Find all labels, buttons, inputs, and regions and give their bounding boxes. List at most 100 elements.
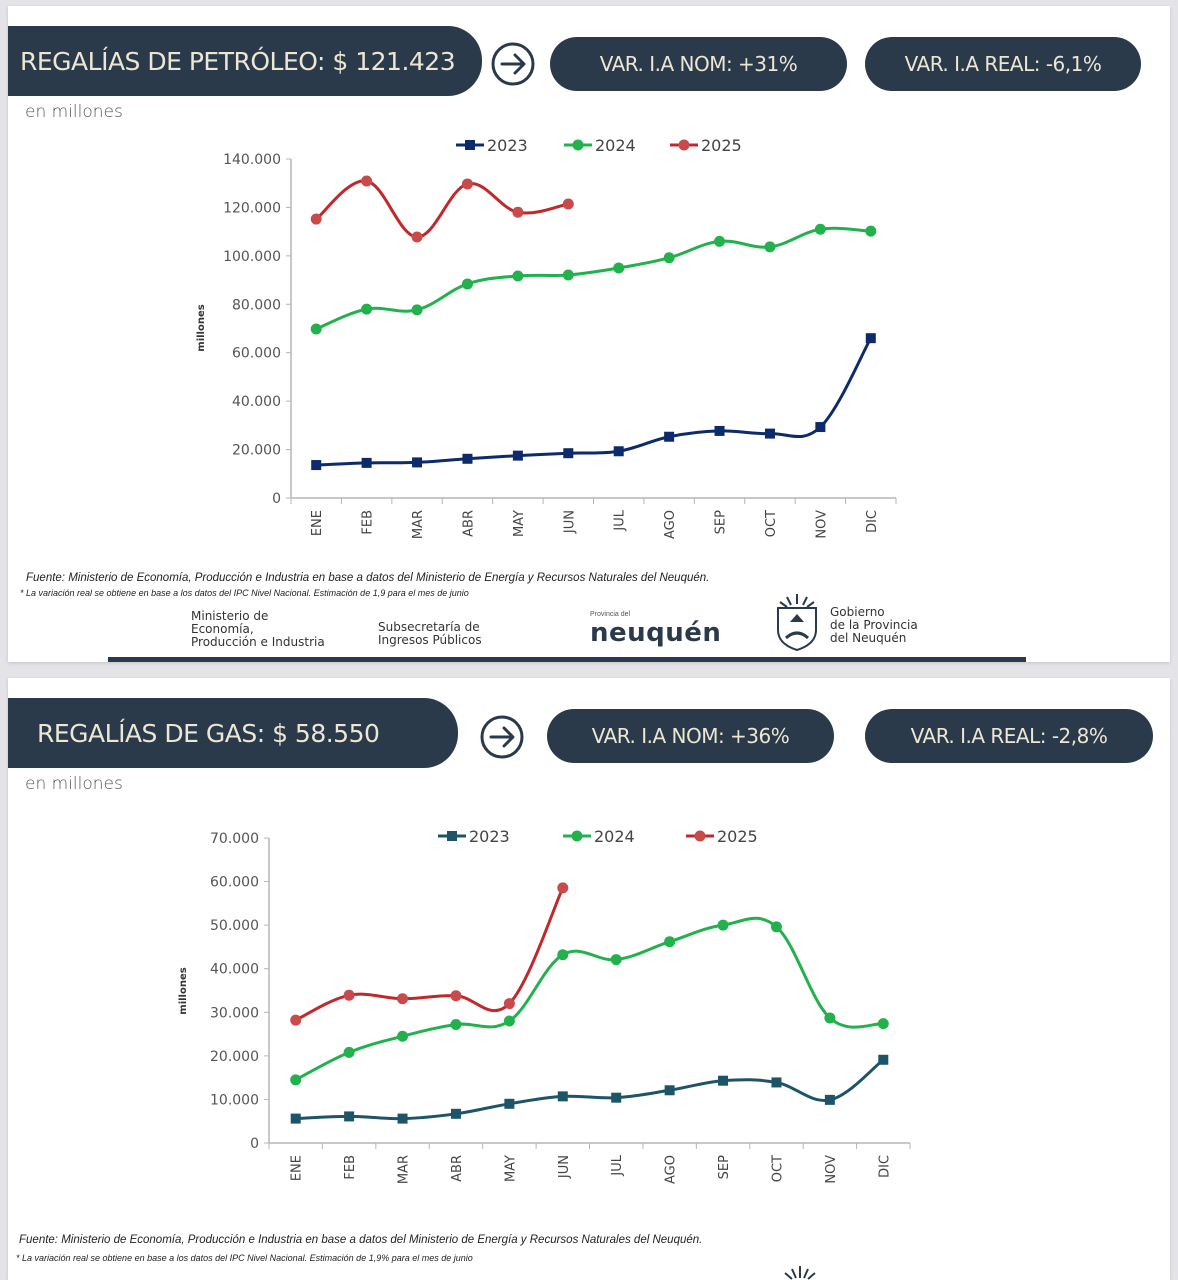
data-point-2023-MAR [412, 457, 423, 468]
x-tick-label: DIC [877, 1155, 892, 1178]
y-tick-label: 40.000 [210, 962, 259, 978]
data-point-2023-NOV [815, 422, 826, 433]
x-tick-label: MAY [512, 510, 527, 537]
data-point-2024-AGO [663, 252, 675, 264]
series-2024 [290, 916, 889, 1086]
data-point-2023-AGO [664, 431, 675, 442]
data-point-2024-JUL [613, 262, 625, 274]
data-point-2024-ABR [461, 278, 473, 290]
data-point-2025-FEB [343, 989, 355, 1001]
x-tick-label: ENE [310, 510, 325, 536]
legend-item-2024: 2024 [563, 827, 635, 846]
data-point-2023-JUL [613, 446, 624, 457]
data-point-2024-NOV [814, 223, 826, 235]
data-point-2024-NOV [824, 1012, 836, 1024]
data-point-2024-AGO [664, 936, 676, 948]
series-line-2023 [316, 337, 873, 467]
data-point-2025-ENE [310, 213, 322, 225]
data-point-2023-JUN [557, 1091, 568, 1102]
x-tick-label: NOV [824, 1155, 839, 1184]
x-tick-label: MAY [503, 1155, 518, 1182]
y-tick-label: 10.000 [210, 1092, 259, 1108]
legend-label: 2025 [717, 827, 758, 846]
footer-divider [108, 657, 1026, 662]
data-point-2023-OCT [771, 1077, 782, 1088]
gas-source-note: Fuente: Ministerio de Economía, Producci… [19, 1234, 703, 1246]
data-point-2023-ABR [450, 1108, 461, 1119]
data-point-2024-DIC [865, 225, 877, 237]
neuquen-emblem-icon [777, 594, 817, 652]
y-axis-title: millones [196, 304, 207, 351]
legend-marker [694, 830, 706, 842]
oil-source-note: Fuente: Ministerio de Economía, Producci… [26, 572, 710, 584]
legend-item-2024: 2024 [564, 136, 636, 155]
y-tick-label: 60.000 [232, 346, 281, 362]
gas-footnote: * La variación real se obtiene en base a… [16, 1253, 473, 1263]
data-point-2023-DIC [878, 1054, 889, 1065]
data-point-2024-FEB [361, 303, 373, 315]
gobierno-logo-text: Gobierno de la Provincia del Neuquén [830, 605, 918, 645]
y-axis-title: millones [178, 967, 189, 1014]
data-point-2023-JUL [611, 1092, 622, 1103]
x-tick-label: MAR [411, 510, 426, 539]
legend-marker [571, 830, 583, 842]
data-point-2025-JUN [562, 198, 574, 210]
y-tick-label: 20.000 [232, 443, 281, 459]
legend-marker [678, 139, 690, 151]
y-tick-label: 50.000 [210, 918, 259, 934]
series-2023 [311, 333, 876, 471]
data-point-2023-DIC [865, 333, 876, 344]
x-tick-label: ENE [290, 1155, 305, 1181]
data-point-2023-OCT [764, 428, 775, 439]
data-point-2024-DIC [877, 1018, 889, 1030]
series-2025 [290, 882, 569, 1026]
gas-title-banner: REGALÍAS DE GAS: $ 58.550 [8, 698, 458, 768]
series-line-2023 [295, 1058, 885, 1121]
data-point-2024-JUN [562, 269, 574, 281]
legend-marker [572, 139, 584, 151]
series-line-2024 [315, 226, 871, 331]
data-point-2024-MAY [512, 270, 524, 282]
y-tick-label: 120.000 [223, 200, 281, 216]
oil-var-real-text: VAR. I.A REAL: -6,1% [904, 52, 1102, 76]
y-tick-label: 30.000 [210, 1005, 259, 1021]
oil-var-nominal-text: VAR. I.A NOM: +31% [599, 52, 798, 76]
data-point-2023-ENE [311, 460, 322, 471]
data-point-2023-MAR [397, 1113, 408, 1124]
data-point-2024-MAR [397, 1030, 409, 1042]
data-point-2025-MAR [411, 231, 423, 243]
legend-item-2023: 2023 [456, 136, 528, 155]
data-point-2025-MAY [503, 998, 515, 1010]
legend-label: 2023 [487, 136, 528, 155]
legend-item-2025: 2025 [670, 136, 742, 155]
x-tick-label: AGO [663, 510, 678, 539]
series-line-2025 [315, 179, 569, 239]
gas-unit-label: en millones [25, 774, 123, 794]
data-point-2024-JUL [610, 954, 622, 966]
oil-title: REGALÍAS DE PETRÓLEO: $ 121.423 [20, 46, 456, 76]
data-point-2023-JUN [563, 448, 574, 459]
data-point-2024-SEP [714, 235, 726, 247]
provincia-neuquen-logo: Provincia del neuquén [590, 611, 722, 648]
x-tick-label: AGO [664, 1155, 679, 1184]
arrow-right-circle-icon [480, 715, 524, 759]
data-point-2023-SEP [718, 1075, 729, 1086]
data-point-2023-SEP [714, 425, 725, 436]
data-point-2024-ENE [290, 1074, 302, 1086]
legend-marker [447, 831, 457, 841]
axes: 0 10.000 20.000 30.000 40.000 50.000 60.000 70.… [178, 831, 911, 1184]
data-point-2023-MAY [504, 1098, 515, 1109]
data-point-2024-SEP [717, 919, 729, 931]
x-tick-label: JUL [610, 1154, 625, 1176]
data-point-2024-MAY [503, 1015, 515, 1027]
data-point-2023-NOV [824, 1094, 835, 1105]
x-tick-label: ABR [461, 510, 476, 537]
data-point-2024-ABR [450, 1018, 462, 1030]
series-line-2025 [295, 887, 565, 1022]
data-point-2024-ENE [310, 323, 322, 335]
y-tick-label: 140.000 [223, 152, 281, 168]
arrow-right-circle-icon [491, 42, 535, 86]
series-line-2024 [295, 916, 884, 1082]
data-point-2024-JUN [557, 949, 569, 961]
y-tick-label: 100.000 [223, 249, 281, 265]
